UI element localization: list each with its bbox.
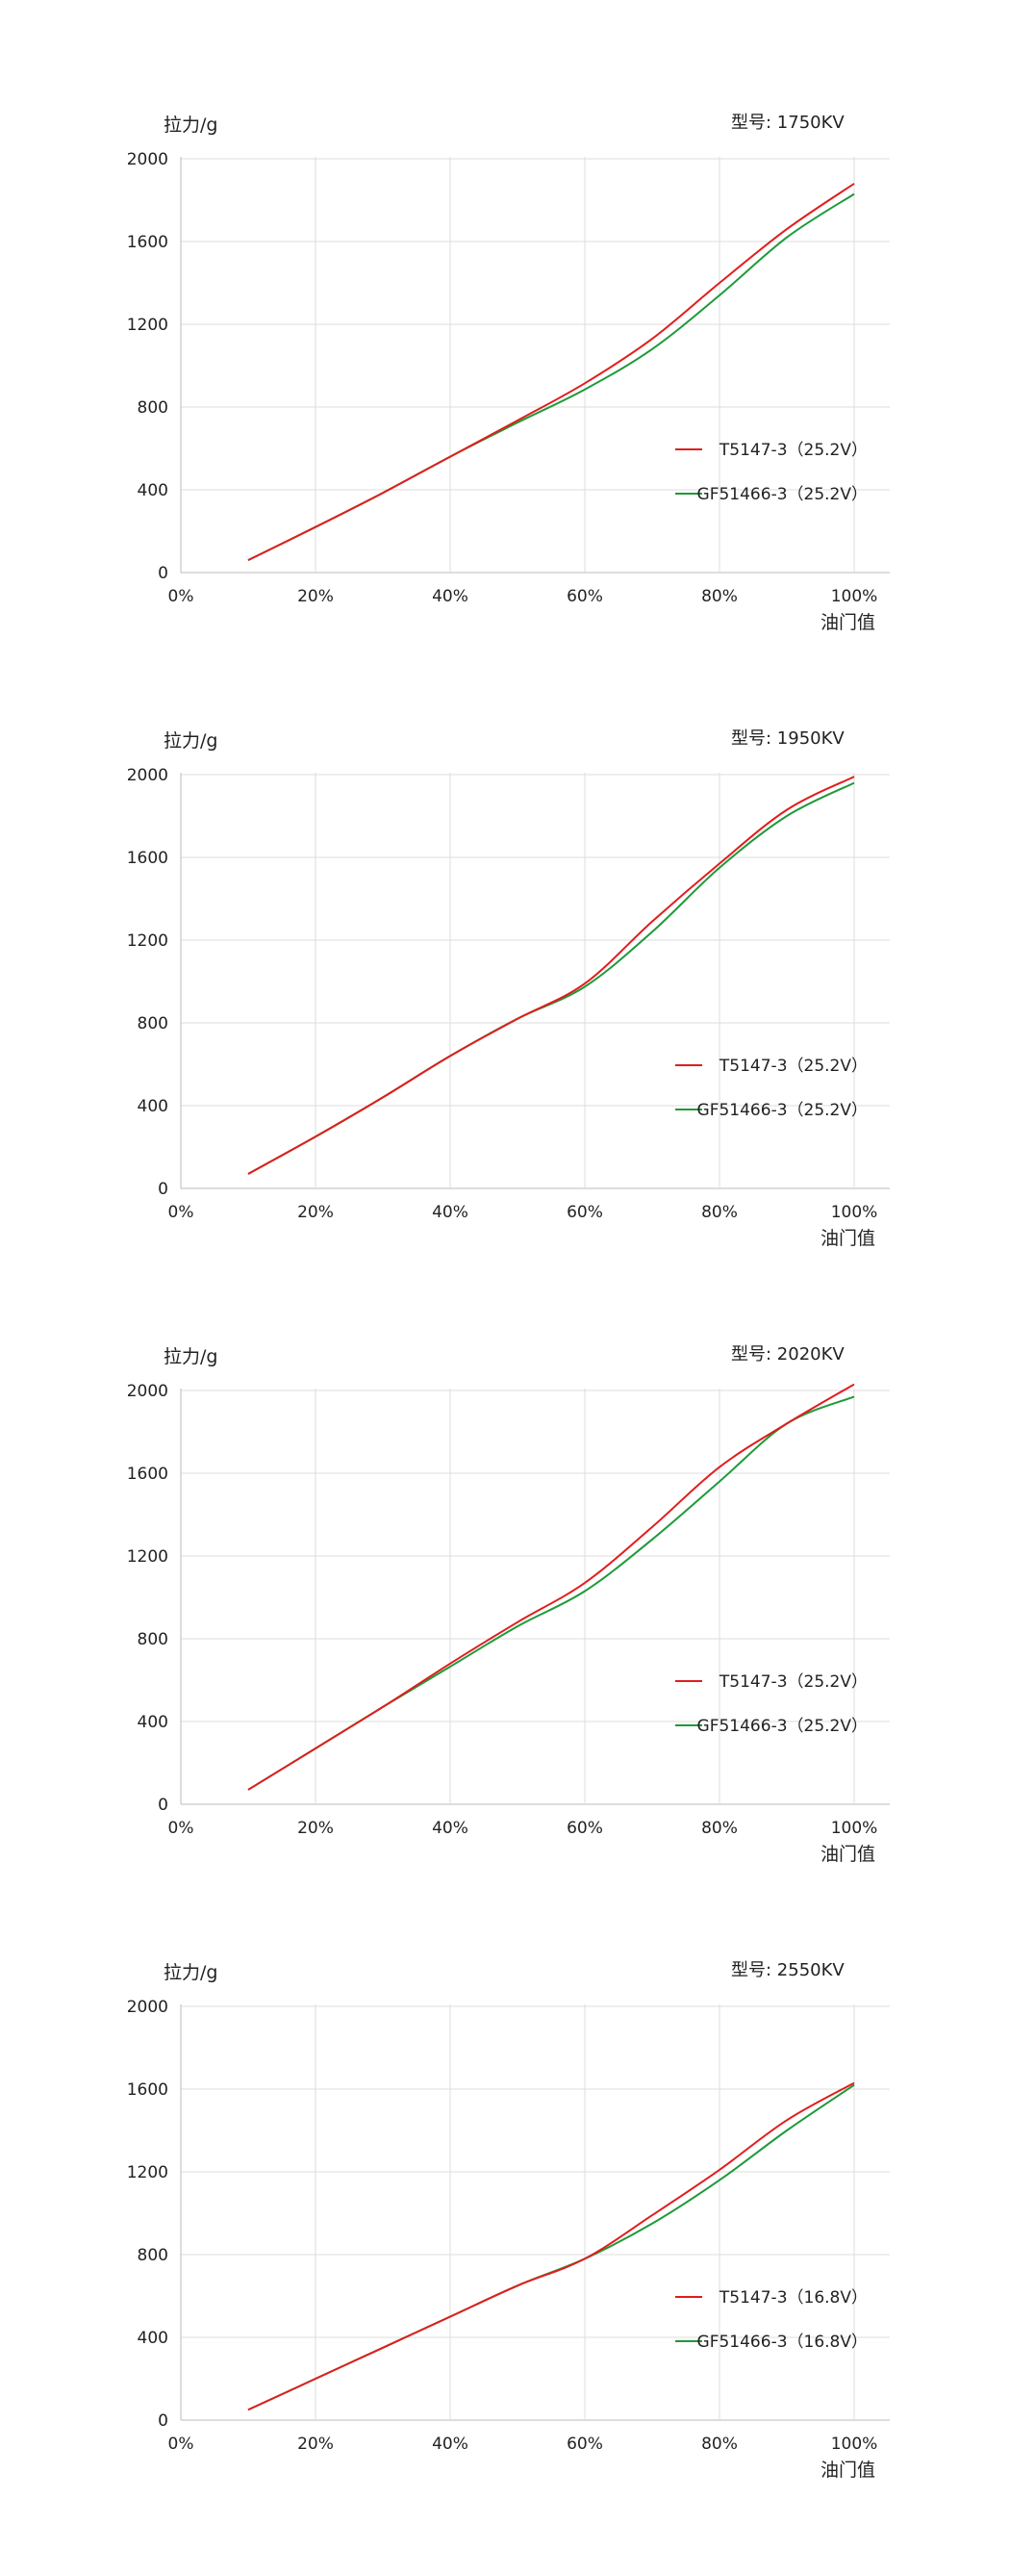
series-line: [247, 2081, 855, 2411]
legend-label: GF51466-3（25.2V）: [697, 485, 868, 504]
y-tick-label: 1600: [127, 2080, 168, 2100]
x-tick-label: 60%: [567, 1819, 603, 1838]
chart-plot: 0 400 800 1200 1600 2000 0% 20% 40% 60% 80% 100% T51…: [127, 766, 890, 1222]
y-tick-label: 1600: [127, 1465, 168, 1484]
chart-1750kv: 拉力/g 型号: 1750KV 0 400 800 1200 1600 2000 0% 20%…: [0, 0, 1035, 633]
y-tick-label: 1200: [127, 316, 168, 335]
legend-label: T5147-3（25.2V）: [719, 441, 868, 460]
x-tick-label: 0%: [168, 2435, 194, 2454]
x-tick-label: 100%: [831, 1819, 878, 1838]
x-tick-label: 80%: [701, 2435, 738, 2454]
y-tick-label: 800: [138, 1630, 168, 1649]
y-tick-label: 1600: [127, 849, 168, 868]
x-tick-label: 0%: [168, 1819, 194, 1838]
y-tick-label: 0: [158, 564, 168, 583]
model-label: 型号: 1750KV: [731, 113, 845, 133]
legend-label: T5147-3（16.8V）: [719, 2288, 868, 2308]
chart-2020kv: 拉力/g 型号: 2020KV 0 400 800 1200 1600 2000 0% 20%…: [0, 1232, 1035, 1865]
series-line: [247, 192, 855, 561]
x-tick-label: 40%: [432, 1819, 468, 1838]
x-tick-label: 60%: [567, 587, 603, 606]
chart-1950kv: 拉力/g 型号: 1950KV 0 400 800 1200 1600 2000 0% 20%…: [0, 616, 1035, 1249]
x-axis-title: 油门值: [820, 2460, 876, 2481]
y-axis-title: 拉力/g: [164, 1346, 218, 1367]
x-axis-title: 油门值: [820, 1844, 876, 1865]
x-tick-label: 20%: [297, 587, 334, 606]
x-tick-label: 100%: [831, 2435, 878, 2454]
x-tick-label: 20%: [297, 1203, 334, 1222]
x-tick-label: 40%: [432, 587, 468, 606]
x-tick-label: 40%: [432, 1203, 468, 1222]
y-tick-label: 1200: [127, 1547, 168, 1567]
x-tick-label: 20%: [297, 1819, 334, 1838]
x-tick-label: 80%: [701, 1203, 738, 1222]
series-line: [247, 182, 855, 561]
series-line: [247, 776, 855, 1175]
y-tick-label: 800: [138, 2246, 168, 2265]
chart-plot: 0 400 800 1200 1600 2000 0% 20% 40% 60% 80% 100% T51…: [127, 1998, 890, 2454]
y-tick-label: 2000: [127, 150, 168, 169]
series-line: [247, 1383, 855, 1791]
legend-label: T5147-3（25.2V）: [719, 1057, 868, 1076]
series-line: [247, 2083, 855, 2411]
chart-plot: 0 400 800 1200 1600 2000 0% 20% 40% 60% 80% 100% T51…: [127, 1382, 890, 1838]
y-tick-label: 1200: [127, 931, 168, 951]
y-tick-label: 400: [138, 1713, 168, 1732]
y-tick-label: 400: [138, 481, 168, 500]
x-tick-label: 60%: [567, 1203, 603, 1222]
x-tick-label: 40%: [432, 2435, 468, 2454]
x-axis-title: 油门值: [820, 1228, 876, 1249]
y-tick-label: 0: [158, 1180, 168, 1199]
x-tick-label: 0%: [168, 587, 194, 606]
y-tick-label: 800: [138, 1014, 168, 1033]
y-tick-label: 0: [158, 2411, 168, 2431]
legend-label: GF51466-3（25.2V）: [697, 1101, 868, 1120]
y-axis-title: 拉力/g: [164, 115, 218, 136]
legend-label: GF51466-3（25.2V）: [697, 1717, 868, 1736]
model-label: 型号: 2550KV: [731, 1960, 845, 1980]
y-axis-title: 拉力/g: [164, 1962, 218, 1983]
model-label: 型号: 2020KV: [731, 1344, 845, 1365]
legend-label: T5147-3（25.2V）: [719, 1672, 868, 1692]
y-tick-label: 0: [158, 1796, 168, 1815]
y-tick-label: 400: [138, 1097, 168, 1116]
legend-label: GF51466-3（16.8V）: [697, 2333, 868, 2352]
y-tick-label: 1200: [127, 2163, 168, 2182]
chart-2550kv: 拉力/g 型号: 2550KV 0 400 800 1200 1600 2000 0% 20%…: [0, 1848, 1035, 2481]
x-tick-label: 0%: [168, 1203, 194, 1222]
x-tick-label: 80%: [701, 1819, 738, 1838]
x-axis-title: 油门值: [820, 612, 876, 633]
x-tick-label: 100%: [831, 587, 878, 606]
x-tick-label: 100%: [831, 1203, 878, 1222]
y-tick-label: 1600: [127, 233, 168, 252]
x-tick-label: 60%: [567, 2435, 603, 2454]
x-tick-label: 20%: [297, 2435, 334, 2454]
y-tick-label: 400: [138, 2329, 168, 2348]
y-tick-label: 2000: [127, 766, 168, 785]
y-tick-label: 800: [138, 398, 168, 418]
chart-plot: 0 400 800 1200 1600 2000 0% 20% 40% 60% 80% 100% T51…: [127, 150, 890, 606]
y-tick-label: 2000: [127, 1998, 168, 2017]
x-tick-label: 80%: [701, 587, 738, 606]
y-axis-title: 拉力/g: [164, 730, 218, 752]
model-label: 型号: 1950KV: [731, 728, 845, 749]
y-tick-label: 2000: [127, 1382, 168, 1401]
